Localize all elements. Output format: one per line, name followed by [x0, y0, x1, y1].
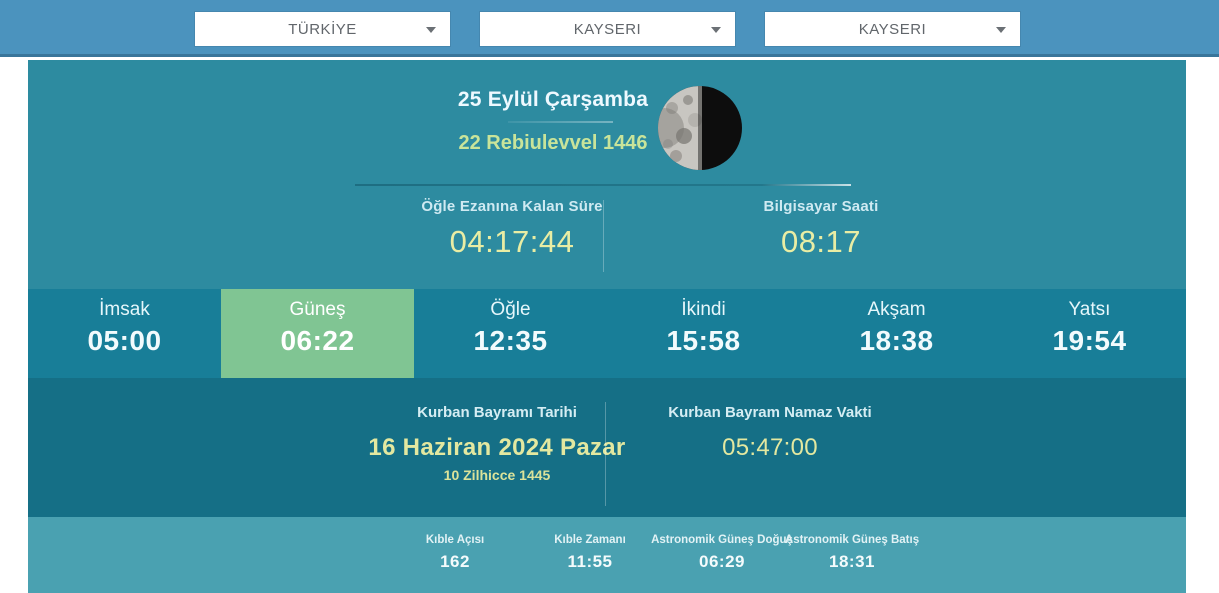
astronomical-sunset: Astronomik Güneş Batış 18:31	[767, 534, 937, 572]
computer-clock-label: Bilgisayar Saati	[763, 198, 879, 215]
country-select-value: TÜRKİYE	[288, 20, 357, 38]
prayer-time: 15:58	[666, 325, 741, 356]
eid-date-block: Kurban Bayramı Tarihi 16 Haziran 2024 Pa…	[337, 404, 657, 483]
hijri-date: 22 Rebiulevvel 1446	[458, 132, 648, 154]
qibla-angle: Kıble Açısı 162	[370, 534, 540, 572]
city-select[interactable]: KAYSERI	[480, 12, 735, 46]
prayer-cell-yatsi[interactable]: Yatsı 19:54	[993, 289, 1186, 378]
adhan-countdown-label: Öğle Ezanına Kalan Süre	[421, 198, 603, 215]
prayer-panel: 25 Eylül Çarşamba 22 Rebiulevvel 1446 Öğ…	[28, 60, 1186, 593]
location-toolbar: TÜRKİYE KAYSERI KAYSERI	[0, 0, 1219, 57]
date-separator	[508, 121, 613, 123]
astronomical-sunrise: Astronomik Güneş Doğuş 06:29	[637, 534, 807, 572]
adhan-countdown-value: 04:17:44	[449, 224, 575, 259]
qibla-time-label: Kıble Zamanı	[554, 534, 626, 546]
qibla-angle-label: Kıble Açısı	[425, 534, 485, 546]
eid-prayer-label: Kurban Bayram Namaz Vakti	[668, 404, 872, 421]
district-select[interactable]: KAYSERI	[765, 12, 1020, 46]
prayer-cell-ikindi[interactable]: İkindi 15:58	[607, 289, 800, 378]
astro-footer: Kıble Açısı 162 Kıble Zamanı 11:55 Astro…	[28, 517, 1186, 593]
chevron-down-icon	[996, 27, 1006, 33]
eid-prayer-block: Kurban Bayram Namaz Vakti 05:47:00	[610, 404, 930, 462]
prayer-cell-aksam[interactable]: Akşam 18:38	[800, 289, 993, 378]
chevron-down-icon	[426, 27, 436, 33]
vertical-divider	[603, 200, 604, 272]
date-info-section: 25 Eylül Çarşamba 22 Rebiulevvel 1446 Öğ…	[28, 60, 1186, 289]
qibla-time-value: 11:55	[567, 552, 613, 571]
vertical-divider	[605, 402, 606, 506]
prayer-time: 05:00	[87, 325, 162, 356]
adhan-countdown: Öğle Ezanına Kalan Süre 04:17:44	[362, 198, 662, 260]
computer-clock: Bilgisayar Saati 08:17	[671, 198, 971, 260]
computer-clock-value: 08:17	[780, 224, 862, 259]
prayer-name: Öğle	[490, 299, 531, 320]
astronomical-sunset-value: 18:31	[829, 552, 875, 571]
qibla-angle-value: 162	[440, 552, 470, 571]
eid-date-value: 16 Haziran 2024 Pazar	[368, 434, 626, 461]
eid-section: Kurban Bayramı Tarihi 16 Haziran 2024 Pa…	[28, 378, 1186, 517]
astronomical-sunrise-label: Astronomik Güneş Doğuş	[651, 534, 793, 546]
chevron-down-icon	[711, 27, 721, 33]
prayer-name: İmsak	[99, 299, 150, 320]
prayer-time: 18:38	[859, 325, 934, 356]
prayer-time: 12:35	[473, 325, 548, 356]
qibla-time: Kıble Zamanı 11:55	[505, 534, 675, 572]
prayer-cell-gunes-active[interactable]: Güneş 06:22	[221, 289, 414, 378]
eid-prayer-value: 05:47:00	[722, 434, 818, 461]
horizontal-divider	[355, 184, 851, 186]
city-select-value: KAYSERI	[573, 20, 642, 38]
prayer-time: 06:22	[280, 325, 355, 356]
prayer-name: Akşam	[867, 299, 926, 320]
astronomical-sunset-label: Astronomik Güneş Batış	[784, 534, 920, 546]
prayer-name: İkindi	[681, 299, 726, 320]
prayer-cell-imsak[interactable]: İmsak 05:00	[28, 289, 221, 378]
prayer-cell-ogle[interactable]: Öğle 12:35	[414, 289, 607, 378]
prayer-name: Güneş	[289, 299, 346, 320]
date-block: 25 Eylül Çarşamba 22 Rebiulevvel 1446	[403, 88, 703, 155]
prayer-times-row: İmsak 05:00 Güneş 06:22 Öğle 12:35 İkind…	[28, 289, 1186, 378]
district-select-value: KAYSERI	[858, 20, 927, 38]
prayer-name: Yatsı	[1068, 299, 1111, 320]
eid-date-hijri: 10 Zilhicce 1445	[443, 467, 551, 483]
astronomical-sunrise-value: 06:29	[699, 552, 745, 571]
moon-phase-icon	[658, 86, 742, 170]
eid-date-label: Kurban Bayramı Tarihi	[417, 404, 577, 421]
gregorian-date: 25 Eylül Çarşamba	[457, 88, 649, 111]
prayer-time: 19:54	[1052, 325, 1127, 356]
country-select[interactable]: TÜRKİYE	[195, 12, 450, 46]
